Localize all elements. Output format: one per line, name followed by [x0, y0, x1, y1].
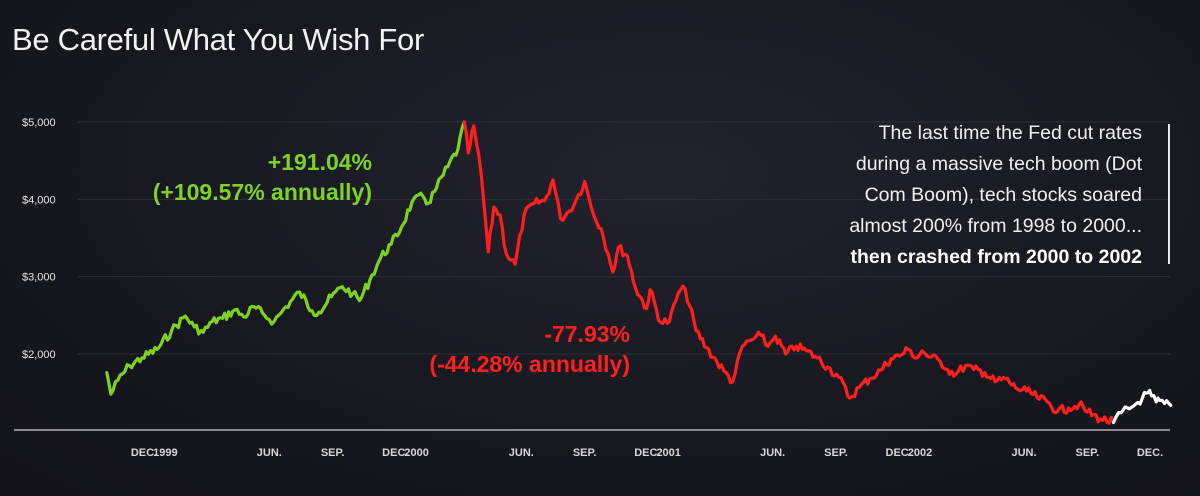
y-tick-label: $3,000: [22, 272, 56, 284]
y-tick-label: $2,000: [22, 349, 56, 361]
chart-title: Be Careful What You Wish For: [12, 22, 425, 57]
series-line-0: [105, 120, 466, 396]
x-tick-label: JUN.: [257, 447, 282, 459]
series-line-2: [1111, 388, 1173, 425]
gridlines: [78, 121, 1170, 355]
loss-annual-label: (-44.28% annually): [429, 351, 630, 377]
x-tick-label: DEC.: [131, 447, 157, 459]
x-tick-label: 2001: [656, 447, 680, 459]
x-tick-label: DEC.: [382, 447, 408, 459]
y-axis-ticks: $2,000 $3,000 $4,000 $5,000: [22, 117, 56, 361]
x-tick-label: SEP.: [573, 447, 597, 459]
series-line-1: [462, 120, 1116, 425]
loss-annotation: -77.93% (-44.28% annually): [330, 319, 630, 379]
note-line: almost 200% from 1998 to 2000...: [849, 215, 1142, 237]
x-tick-label: DEC.: [1137, 447, 1163, 459]
y-tick-label: $5,000: [22, 117, 56, 129]
x-tick-label: JUN.: [760, 447, 785, 459]
x-tick-label: JUN.: [1011, 447, 1036, 459]
x-tick-label: DEC.: [634, 447, 660, 459]
x-tick-label: SEP.: [1076, 447, 1100, 459]
note-accent-bar: [1168, 124, 1170, 264]
gain-annual-label: (+109.57% annually): [152, 179, 372, 205]
x-tick-label: 2000: [404, 447, 428, 459]
y-tick-label: $4,000: [22, 194, 56, 206]
note-line: The last time the Fed cut rates: [878, 122, 1142, 144]
note-line: Com Boom), tech stocks soared: [864, 184, 1142, 206]
gain-annotation: +191.04% (+109.57% annually): [60, 147, 372, 207]
x-tick-label: 2002: [908, 447, 932, 459]
note-bold-line: then crashed from 2000 to 2002: [850, 246, 1142, 268]
note-line: during a massive tech boom (Dot: [855, 153, 1142, 175]
gain-percent-label: +191.04%: [267, 149, 372, 175]
loss-percent-label: -77.93%: [544, 321, 630, 347]
commentary-note: The last time the Fed cut rates during a…: [760, 118, 1142, 273]
x-tick-label: JUN.: [509, 447, 534, 459]
price-series: [105, 120, 1173, 425]
x-tick-label: SEP.: [824, 447, 848, 459]
x-axis-ticks: DEC.1999 JUN. SEP. DEC.2000 JUN. SEP. DEC.2001…: [131, 447, 1163, 459]
x-tick-label: SEP.: [321, 447, 345, 459]
x-tick-label: 1999: [153, 447, 177, 459]
x-tick-label: DEC.: [886, 447, 912, 459]
